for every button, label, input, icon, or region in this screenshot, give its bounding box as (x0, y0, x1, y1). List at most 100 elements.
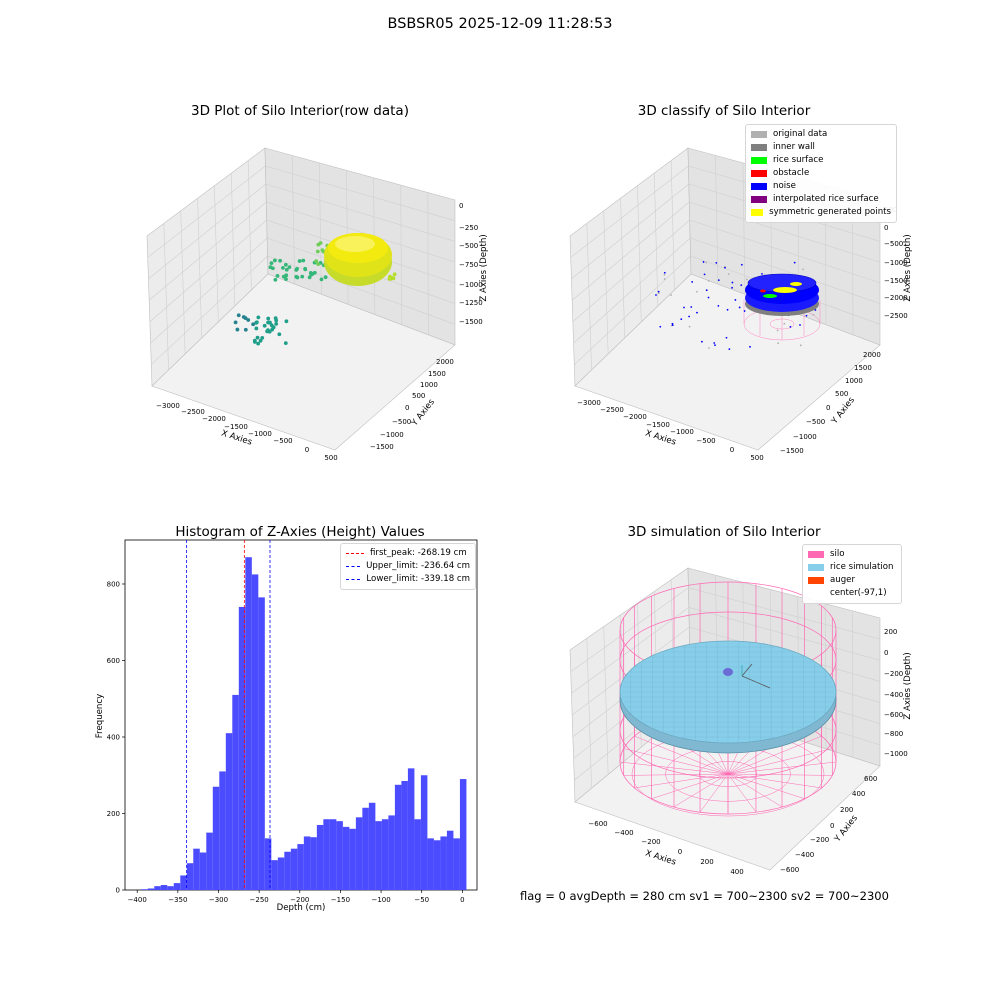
scatter-point (793, 261, 796, 264)
histogram-bar (147, 888, 155, 890)
silo-spoke (727, 773, 783, 808)
scatter-point (802, 268, 804, 271)
grid-line (690, 237, 881, 304)
scatter-point (256, 341, 261, 346)
histogram-bar (329, 819, 337, 890)
x-tick-label: −300 (209, 896, 228, 904)
scatter-point (283, 341, 288, 346)
histogram-bar (427, 838, 434, 890)
scatter-point (273, 277, 278, 282)
histogram-bars (141, 557, 467, 890)
scatter-point (671, 322, 674, 325)
legend-item-center: center(-97,1) (808, 587, 896, 600)
plot4-ytick: 600 (864, 775, 877, 783)
histogram-title: Histogram of Z-Axies (Height) Values (175, 524, 425, 540)
plot1-xtick: −1000 (248, 430, 272, 438)
legend-item-upper-limit: Upper_limit: -236.64 cm (346, 560, 470, 573)
plot1-xtick: −3000 (156, 402, 180, 410)
grid-line (151, 255, 268, 365)
scatter-point (281, 265, 285, 270)
histogram-vlines (186, 540, 271, 890)
plot2-xtick: 500 (750, 454, 763, 462)
grid-line (586, 223, 592, 371)
legend-item-lower-limit: Lower_limit: -339.18 cm (346, 573, 470, 586)
scatter-point (323, 275, 328, 280)
plot1-ytick: 1500 (428, 370, 446, 378)
scatter-point (725, 336, 728, 339)
silo-spoke (673, 773, 729, 808)
grid-line (318, 162, 322, 295)
plot2-ytick: −1000 (793, 433, 817, 441)
scatter-point (275, 273, 280, 278)
plot1-ytick: −1000 (380, 431, 404, 439)
grid-line (230, 173, 236, 307)
plot2-xtick: −1500 (646, 421, 670, 429)
scatter-point (740, 263, 743, 266)
x-tick-label: −400 (128, 896, 147, 904)
plot1-xtick: −2000 (202, 415, 226, 423)
scatter-point (300, 274, 305, 279)
scatter-point (707, 279, 710, 282)
scatter-point (777, 342, 780, 345)
scatter-point (265, 329, 269, 334)
scatter-point (705, 261, 708, 264)
x-tick-label: 0 (460, 896, 464, 904)
scatter-point (284, 319, 289, 324)
legend-item-inner-wall: inner wall (751, 141, 891, 154)
plot1-ztick: −750 (459, 261, 478, 269)
plot2-grid (570, 155, 881, 371)
histogram-bar (199, 852, 207, 890)
grid-line (688, 587, 881, 640)
silo-floor-ring (698, 761, 758, 787)
legend-item-auger: auger (808, 574, 896, 587)
grid-line (266, 201, 456, 263)
silo-spoke (699, 773, 729, 813)
histogram-bar (440, 836, 447, 890)
silo-spoke (619, 761, 729, 775)
legend-item-interpolated: interpolated rice surface (751, 193, 891, 206)
x-tick-label: −250 (250, 896, 269, 904)
plot4-ylabel: Y Axies (832, 813, 860, 845)
histogram-bar (362, 807, 369, 890)
histogram-bar (355, 817, 363, 890)
plot2-ztick: −2500 (884, 312, 908, 320)
histogram-bar (297, 844, 304, 890)
histogram-bar (193, 848, 200, 890)
plot1-xtick: 500 (324, 454, 337, 462)
plot4-xtick: −200 (641, 838, 660, 846)
grid-line (149, 219, 267, 322)
plot1-ytick: 0 (405, 404, 409, 412)
grid-line (571, 183, 690, 280)
plot2-ytick: −1500 (780, 447, 804, 455)
scatter-point (236, 313, 241, 318)
histogram-bar (258, 597, 265, 890)
legend-item-symmetric: symmetric generated points (751, 206, 891, 219)
scatter-point (277, 332, 282, 337)
legend-swatch (808, 590, 824, 597)
histogram-xticks: −400 −350 −300 −250 −200 −150 −100 −50 0 (128, 890, 465, 904)
histogram-bar (433, 840, 441, 890)
grid-line (586, 638, 592, 789)
scatter-point (314, 259, 319, 264)
grid-line (742, 162, 746, 295)
scatter-point (256, 315, 261, 320)
plot2-ytick: 2000 (863, 351, 881, 359)
scatter-point (727, 273, 730, 275)
scatter-point (691, 281, 694, 283)
plot4-ztick: 0 (884, 649, 888, 657)
histogram-bar (232, 694, 239, 890)
plot1-ytick: 2000 (436, 358, 454, 366)
grid-line (148, 183, 267, 280)
grid-line (148, 201, 267, 301)
scatter-point (657, 292, 660, 295)
plot2-ytick: 500 (835, 390, 848, 398)
scatter-point (708, 347, 710, 349)
scatter-point (799, 344, 802, 347)
legend-swatch (751, 170, 767, 177)
plot4-3d-axes: −600 −400 −200 0 200 400 −600 −400 −200 … (569, 567, 913, 876)
histogram-bar (154, 886, 161, 890)
plot1-title: 3D Plot of Silo Interior(row data) (191, 103, 409, 119)
plot1-ztick: −1000 (459, 281, 483, 289)
y-tick-label: 200 (107, 810, 120, 818)
grid-line (291, 155, 296, 285)
